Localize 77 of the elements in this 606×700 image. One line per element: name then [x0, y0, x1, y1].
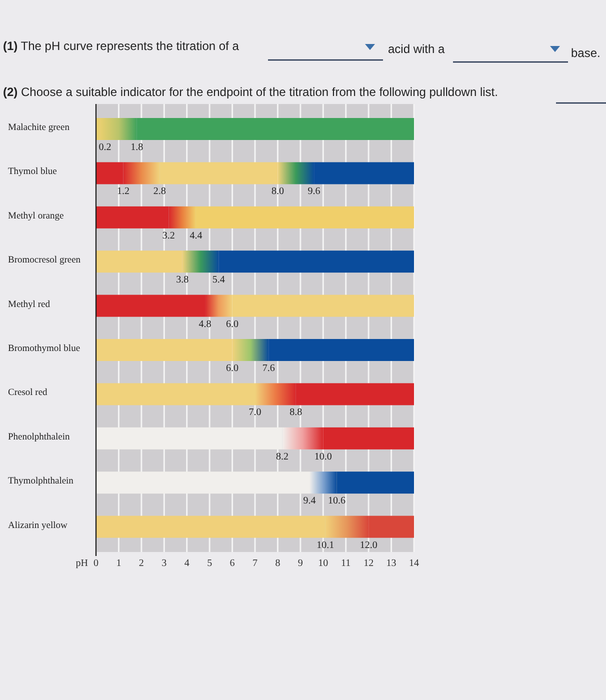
x-tick-label: 11: [341, 558, 351, 569]
bar: [325, 516, 369, 538]
y-tick-label: Malachite green: [8, 123, 70, 133]
x-tick-label: 12: [364, 558, 374, 569]
annotation: 10.1: [316, 540, 334, 551]
bar: [168, 206, 196, 228]
annotation: 12.0: [360, 540, 378, 551]
annotation: 1.8: [130, 142, 144, 153]
y-tick-label: Cresol red: [8, 388, 48, 398]
bar: [96, 383, 255, 406]
bar: [182, 250, 219, 273]
x-tick-label: 0: [94, 558, 98, 569]
y-tick-label: Methyl red: [8, 300, 50, 310]
annotation: 8.8: [290, 407, 302, 418]
y-tick-label: Thymol blue: [8, 167, 57, 178]
x-tick-label: 3: [162, 558, 167, 569]
bar: [255, 383, 296, 406]
annotation: 4.8: [198, 318, 212, 330]
bar: [96, 250, 182, 273]
bar: [196, 206, 414, 228]
annotation: 1.2: [117, 186, 130, 198]
annotation: 8.2: [276, 451, 289, 462]
annotation: 5.4: [212, 274, 225, 286]
text: (2) Choose a suitable indicator for the endpoint of the titration from the following pulldown list.: [3, 85, 498, 99]
annotation: 6.0: [226, 318, 239, 330]
annotation: 2.8: [153, 186, 166, 198]
bar: [314, 162, 414, 184]
annotation: 9.4: [303, 496, 316, 507]
bar: [282, 427, 324, 450]
y-tick-label: Bromocresol green: [8, 256, 81, 266]
text: acid with a: [388, 42, 446, 56]
text: base.: [571, 46, 600, 60]
x-tick-label: 9: [298, 558, 303, 569]
annotation: 3.8: [176, 274, 189, 286]
annotation: 0.2: [98, 142, 112, 153]
x-tick-label: 8: [275, 558, 280, 569]
y-tick-label: Alizarin yellow: [8, 520, 68, 531]
annotation: 9.6: [308, 186, 320, 198]
bar: [310, 472, 337, 494]
y-tick-label: Phenolphthalein: [8, 432, 70, 442]
y-tick-label: Bromothymol blue: [8, 344, 80, 354]
annotation: 7.6: [262, 363, 275, 374]
annotation: 10.6: [328, 496, 346, 507]
x-tick-label: 14: [409, 558, 419, 569]
bar: [96, 516, 326, 538]
x-tick-label: 7: [252, 558, 258, 569]
annotation: 4.4: [190, 230, 202, 242]
bar: [232, 339, 269, 361]
x-tick-label: 1: [116, 558, 122, 569]
x-tick-label: 10: [318, 558, 328, 569]
bar: [96, 206, 169, 228]
bar: [96, 162, 124, 184]
x-tick-label: 6: [230, 558, 235, 569]
bar: [336, 472, 414, 494]
annotation: 3.2: [162, 230, 175, 242]
bar: [218, 250, 414, 273]
x-tick-label: 5: [207, 558, 212, 569]
y-tick-label: Thymolphthalein: [8, 476, 74, 487]
bar: [368, 516, 414, 538]
annotation: 8.0: [271, 186, 284, 198]
x-tick-label: 13: [386, 558, 396, 569]
text: (1) The pH curve represents the titration of a: [3, 39, 240, 53]
x-axis-title: pH: [76, 558, 88, 569]
bar: [100, 118, 137, 140]
bar: [268, 339, 414, 361]
bar: [136, 118, 414, 140]
bar: [205, 294, 232, 317]
x-tick-label: 4: [184, 558, 190, 569]
annotation: 10.0: [314, 451, 332, 462]
x-tick-label: 2: [138, 558, 144, 569]
annotation: 6.0: [226, 363, 239, 374]
bar: [96, 339, 232, 361]
bar: [96, 294, 206, 317]
y-tick-label: Methyl orange: [8, 211, 64, 222]
annotation: 7.0: [248, 407, 262, 418]
bar: [278, 162, 314, 184]
bar: [123, 162, 160, 184]
